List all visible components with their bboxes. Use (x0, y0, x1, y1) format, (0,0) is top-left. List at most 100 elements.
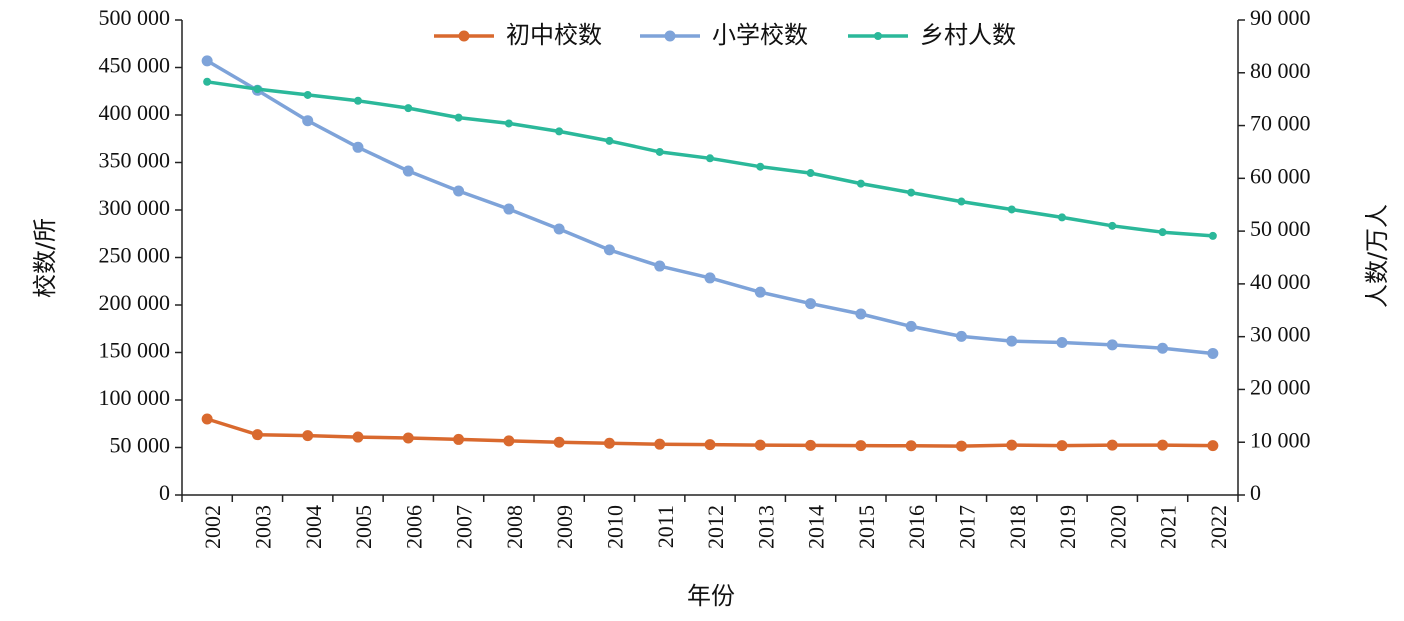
series-1-point (1207, 347, 1219, 359)
y-left-tick-label: 200 000 (99, 290, 171, 315)
x-tick-label: 2003 (250, 505, 275, 549)
x-tick-label: 2014 (804, 505, 829, 549)
series-0-point (1056, 440, 1068, 452)
series-2-point (303, 90, 312, 99)
y-right-tick-label: 50 000 (1250, 216, 1311, 241)
series-2-point (605, 136, 614, 145)
y-axis-left-title: 校数/所 (31, 218, 59, 298)
series-0-point (201, 413, 213, 425)
series-2-point (706, 154, 714, 163)
series-0-point (805, 439, 817, 451)
x-tick-label: 2002 (200, 505, 225, 549)
series-2-point (1208, 231, 1217, 240)
series-1-point (1006, 335, 1018, 347)
legend-marker-2 (874, 32, 882, 40)
series-0-point (503, 435, 515, 447)
series-0-point (855, 440, 867, 452)
y-right-tick-label: 0 (1250, 480, 1261, 505)
series-1-point (453, 185, 465, 197)
series-1-point (855, 308, 867, 320)
legend-marker-1 (664, 30, 676, 42)
y-right-tick-label: 10 000 (1250, 427, 1311, 452)
series-1-point (402, 165, 414, 177)
series-0-point (654, 438, 666, 450)
series-2-point (907, 188, 916, 197)
x-tick-label: 2010 (602, 505, 627, 549)
series-1-point (352, 141, 364, 153)
series-1-point (603, 244, 615, 256)
series-2-point (555, 127, 564, 136)
y-left-tick-label: 350 000 (99, 148, 171, 173)
series-0-point (251, 429, 263, 441)
y-right-tick-label: 60 000 (1250, 163, 1311, 188)
series-0-point (1157, 439, 1169, 451)
series-1-point (201, 55, 213, 67)
series-0-point (302, 430, 314, 442)
x-tick-label: 2007 (452, 505, 477, 549)
series-1-point (754, 286, 766, 298)
series-2-point (756, 162, 765, 171)
series-1-point (1056, 337, 1068, 349)
series-1-point (905, 320, 917, 332)
y-right-tick-label: 90 000 (1250, 5, 1311, 30)
y-right-tick-label: 40 000 (1250, 269, 1311, 294)
series-1-point (302, 115, 314, 127)
y-left-tick-label: 0 (159, 480, 170, 505)
x-axis-title: 年份 (687, 582, 735, 610)
series-1-point (553, 223, 565, 235)
x-tick-label: 2018 (1005, 505, 1030, 549)
series-1-point (805, 298, 817, 310)
series-2-point (253, 85, 262, 94)
x-tick-label: 2022 (1206, 505, 1231, 549)
series-2-point (354, 96, 362, 105)
series-0-point (1006, 439, 1018, 451)
series-1-point (955, 330, 967, 342)
y-left-tick-label: 250 000 (99, 243, 171, 268)
y-left-tick-label: 150 000 (99, 338, 171, 363)
series-1-point (1157, 342, 1169, 354)
y-left-tick-label: 400 000 (99, 100, 171, 125)
series-0-point (704, 439, 716, 451)
x-tick-label: 2013 (753, 505, 778, 549)
x-tick-label: 2016 (904, 505, 929, 549)
legend-marker-0 (458, 30, 470, 42)
series-1-point (654, 260, 666, 272)
series-1-point (1106, 339, 1118, 351)
series-2-point (404, 104, 413, 113)
y-left-tick-label: 300 000 (99, 195, 171, 220)
series-2-point (1007, 205, 1016, 214)
y-axis-right-title: 人数/万人 (1363, 204, 1391, 308)
y-left-tick-label: 50 000 (110, 433, 171, 458)
x-tick-label: 2006 (401, 505, 426, 549)
series-0-point (1207, 440, 1219, 452)
series-0-point (553, 436, 565, 448)
x-tick-label: 2005 (351, 505, 376, 549)
series-2-point (1058, 213, 1066, 222)
y-left-tick-label: 500 000 (99, 5, 171, 30)
series-0-point (402, 432, 414, 444)
series-2-point (856, 179, 865, 188)
series-2-point (655, 147, 664, 156)
series-0-point (754, 439, 766, 451)
x-tick-label: 2015 (854, 505, 879, 549)
legend-label-1: 小学校数 (712, 21, 808, 49)
series-0-point (955, 440, 967, 452)
y-left-tick-label: 450 000 (99, 53, 171, 78)
series-2-point (454, 113, 463, 122)
series-1-point (704, 272, 716, 284)
y-right-tick-label: 80 000 (1250, 58, 1311, 83)
y-right-tick-label: 30 000 (1250, 322, 1311, 347)
series-2-point (806, 169, 815, 178)
x-tick-label: 2009 (552, 505, 577, 549)
x-tick-label: 2004 (301, 505, 326, 549)
series-2-point (504, 119, 513, 128)
x-tick-label: 2021 (1156, 505, 1181, 549)
legend-label-0: 初中校数 (506, 21, 602, 49)
series-0-point (603, 437, 615, 449)
series-2-point (1158, 228, 1167, 237)
x-tick-label: 2011 (653, 505, 678, 548)
y-left-tick-label: 100 000 (99, 385, 171, 410)
y-right-tick-label: 20 000 (1250, 374, 1311, 399)
